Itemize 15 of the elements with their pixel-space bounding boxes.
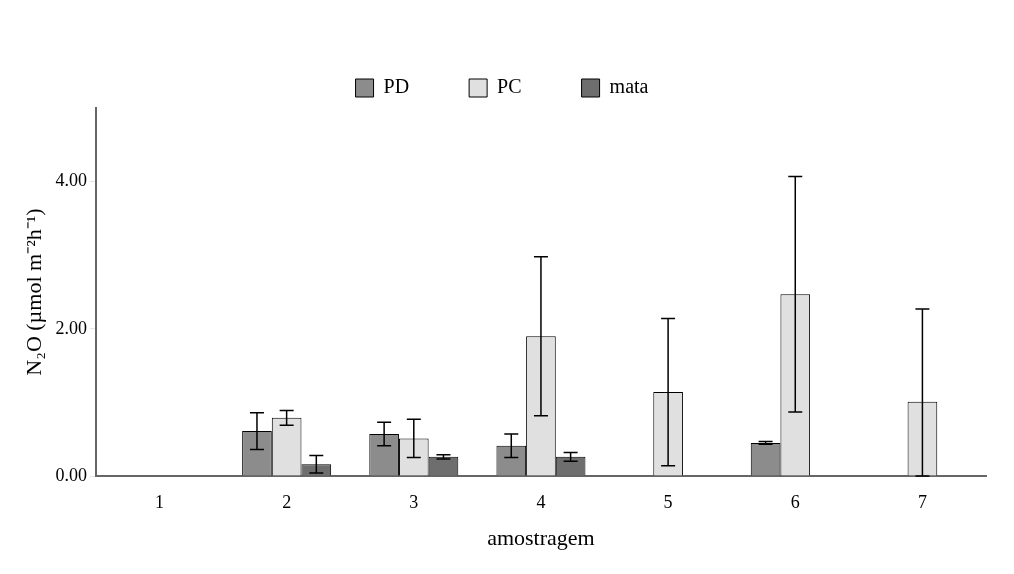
x-tick-label: 7 — [917, 491, 927, 512]
y-tick-label: 2.00 — [55, 317, 87, 338]
x-tick-label: 5 — [663, 491, 673, 512]
x-tick-label: 2 — [282, 491, 292, 512]
legend-label: PD — [383, 75, 410, 98]
x-tick-label: 6 — [790, 491, 800, 512]
x-tick-label: 1 — [154, 491, 164, 512]
x-tick-label: 3 — [409, 491, 419, 512]
x-tick-label: 4 — [536, 491, 546, 512]
legend-label: PC — [497, 75, 522, 98]
legend-label: mata — [609, 75, 649, 98]
y-tick-label: 4.00 — [55, 170, 87, 191]
y-axis-title: N₂O (µmol m⁻²h⁻¹) — [20, 208, 46, 376]
x-axis-title: amostragem — [487, 524, 595, 550]
y-tick-label: 0.00 — [55, 464, 87, 485]
